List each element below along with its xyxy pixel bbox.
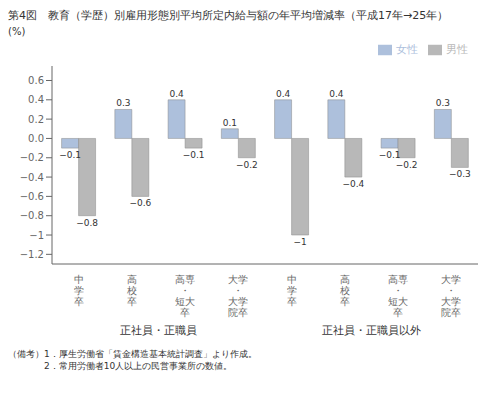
svg-text:−0.1: −0.1 — [183, 150, 205, 160]
svg-text:0.4: 0.4 — [169, 89, 184, 99]
svg-text:0.3: 0.3 — [116, 98, 130, 108]
svg-text:高専・短大卒: 高専・短大卒 — [388, 274, 408, 318]
svg-text:−1: −1 — [293, 237, 306, 247]
svg-text:0.2: 0.2 — [28, 114, 44, 125]
svg-text:−0.4: −0.4 — [342, 179, 364, 189]
svg-text:−0.2: −0.2 — [20, 152, 44, 163]
svg-text:高校卒: 高校卒 — [126, 274, 137, 307]
html-text:男性: 男性 — [446, 43, 468, 56]
svg-text:−0.3: −0.3 — [449, 169, 471, 179]
svg-text:0.1: 0.1 — [223, 118, 237, 128]
svg-text:0.4: 0.4 — [28, 94, 44, 105]
svg-text:0.3: 0.3 — [436, 98, 450, 108]
svg-text:0.0: 0.0 — [28, 133, 44, 144]
svg-text:高校卒: 高校卒 — [339, 274, 350, 307]
svg-text:−1: −1 — [29, 230, 44, 241]
svg-text:正社員・正職員以外: 正社員・正職員以外 — [322, 324, 421, 337]
svg-text:−1.2: −1.2 — [20, 249, 44, 260]
svg-text:−0.8: −0.8 — [20, 210, 44, 221]
svg-text:0.6: 0.6 — [28, 75, 44, 86]
svg-text:0.4: 0.4 — [276, 89, 291, 99]
html-text:2．常用労働者10人以上の民営事業所の数値。: 2．常用労働者10人以上の民営事業所の数値。 — [8, 361, 233, 371]
svg-text:−0.6: −0.6 — [129, 198, 151, 208]
svg-text:−0.2: −0.2 — [236, 160, 258, 170]
svg-text:−0.4: −0.4 — [20, 172, 44, 183]
svg-text:大学・大学院卒: 大学・大学院卒 — [228, 274, 248, 318]
svg-text:中学卒: 中学卒 — [287, 274, 297, 307]
svg-text:高専・短大卒: 高専・短大卒 — [175, 274, 195, 318]
svg-text:中学卒: 中学卒 — [74, 274, 84, 307]
svg-text:−0.6: −0.6 — [20, 191, 44, 202]
svg-text:大学・大学院卒: 大学・大学院卒 — [441, 274, 461, 318]
svg-text:−0.1: −0.1 — [379, 150, 401, 160]
svg-text:正社員・正職員: 正社員・正職員 — [120, 324, 197, 337]
svg-text:−0.1: −0.1 — [59, 150, 81, 160]
html-text:女性: 女性 — [396, 43, 418, 56]
html-text:（備考）1．厚生労働省「賃金構造基本統計調査」より作成。: （備考）1．厚生労働省「賃金構造基本統計調査」より作成。 — [8, 349, 257, 359]
svg-text:−0.2: −0.2 — [396, 160, 418, 170]
svg-text:0.4: 0.4 — [329, 89, 344, 99]
html-text:第4図 教育（学歴）別雇用形態別平均所定内給与額の年平均増減: 第4図 教育（学歴）別雇用形態別平均所定内給与額の年平均増減率（平成17年→25… — [8, 9, 449, 22]
svg-text:−0.8: −0.8 — [76, 218, 98, 228]
